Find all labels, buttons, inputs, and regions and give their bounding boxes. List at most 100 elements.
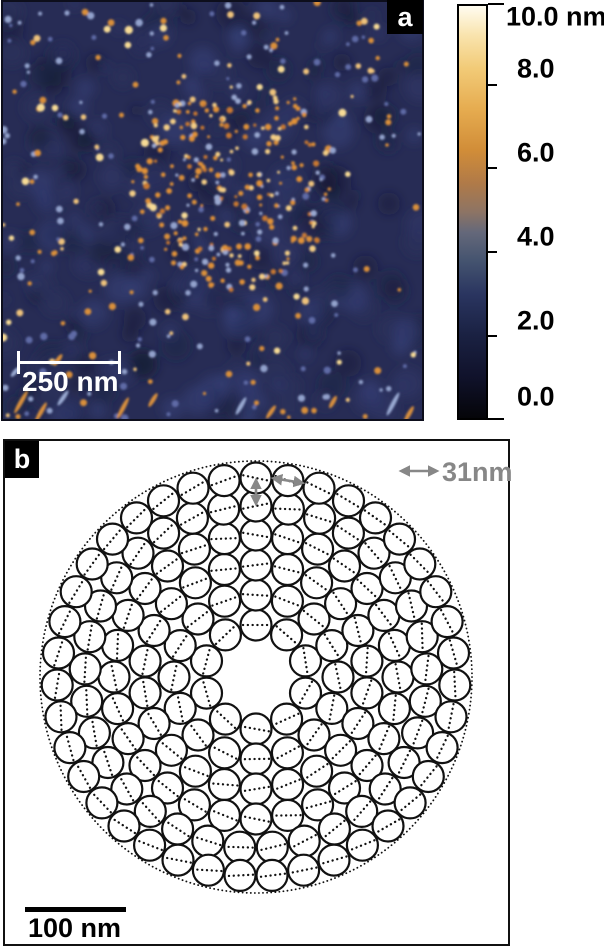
particle-circle bbox=[207, 463, 241, 498]
particle-circle bbox=[317, 843, 351, 877]
particle-circle bbox=[270, 584, 304, 618]
particle-circle bbox=[181, 718, 215, 752]
particle-orientation-line bbox=[210, 536, 239, 541]
particle-orientation-line bbox=[241, 593, 271, 597]
particle-orientation-line bbox=[273, 565, 302, 574]
particle-orientation-line bbox=[420, 687, 430, 716]
particle-circle bbox=[178, 754, 212, 788]
particle-circle bbox=[394, 589, 429, 623]
particle-orientation-line bbox=[211, 745, 238, 760]
colorbar-label-10: 10.0 nm bbox=[506, 1, 604, 32]
particle-orientation-line bbox=[426, 580, 445, 604]
particle-circle bbox=[410, 652, 444, 686]
particle-orientation-line bbox=[305, 513, 334, 524]
particle-circle bbox=[111, 722, 145, 756]
particle-circle bbox=[377, 628, 411, 662]
particle-orientation-line bbox=[394, 663, 402, 691]
particle-orientation-line bbox=[111, 695, 125, 722]
particle-circle bbox=[401, 716, 435, 750]
panel-a-scale-bar-left-tick bbox=[17, 351, 20, 374]
colorbar-tick-6 bbox=[488, 167, 497, 169]
particle-orientation-line bbox=[273, 712, 300, 726]
particle-orientation-line bbox=[202, 647, 212, 675]
particle-circle bbox=[107, 809, 141, 843]
particle-orientation-line bbox=[140, 800, 161, 823]
colorbar-label-4: 4.0 bbox=[517, 221, 555, 252]
particle-circle bbox=[110, 772, 144, 806]
colorbar-label-0: 0.0 bbox=[517, 381, 555, 412]
particle-size-legend: 31nm bbox=[442, 457, 513, 487]
particle-orientation-line bbox=[242, 531, 270, 539]
panel-a-scale-bar-label: 250 nm bbox=[22, 366, 119, 397]
particle-circle bbox=[297, 718, 331, 752]
particle-circle bbox=[53, 731, 87, 765]
particle-circle bbox=[150, 549, 185, 583]
particle-circle bbox=[67, 759, 101, 794]
particle-orientation-line bbox=[134, 754, 156, 777]
particle-circle bbox=[368, 772, 402, 806]
afm-streak bbox=[266, 405, 276, 419]
particle-orientation-line bbox=[182, 577, 209, 589]
panel-b-label: b bbox=[13, 444, 31, 474]
particle-orientation-line bbox=[242, 474, 270, 482]
particle-orientation-line bbox=[111, 817, 137, 835]
particle-orientation-line bbox=[119, 776, 135, 802]
particle-orientation-line bbox=[447, 702, 455, 731]
particle-circle bbox=[408, 684, 442, 718]
particle-orientation-line bbox=[397, 749, 412, 776]
colorbar-label-8: 8.0 bbox=[517, 53, 555, 84]
particle-orientation-line bbox=[304, 542, 331, 557]
particle-orientation-line bbox=[210, 567, 239, 572]
particle-orientation-line bbox=[388, 529, 411, 549]
particle-orientation-line bbox=[332, 591, 349, 616]
particle-circle bbox=[191, 853, 225, 887]
afm-streak bbox=[329, 395, 337, 409]
particle-circle bbox=[271, 767, 305, 802]
panel-a-label: a bbox=[397, 1, 413, 32]
particle-orientation-line bbox=[303, 800, 332, 810]
particle-orientation-line bbox=[291, 833, 317, 849]
afm-streak bbox=[386, 392, 400, 416]
particle-orientation-line bbox=[306, 481, 332, 496]
particle-orientation-line bbox=[356, 578, 378, 599]
particle-orientation-line bbox=[275, 625, 298, 645]
particle-orientation-line bbox=[274, 595, 301, 608]
particle-orientation-line bbox=[407, 592, 416, 620]
afm-streak bbox=[57, 390, 69, 406]
cluster-boundary-circle bbox=[39, 460, 473, 894]
particle-orientation-line bbox=[330, 740, 352, 761]
colorbar-tick-4 bbox=[488, 251, 497, 253]
particle-circle bbox=[191, 824, 225, 858]
particle-circle bbox=[95, 522, 130, 556]
particle-orientation-line bbox=[257, 872, 287, 879]
particle-orientation-line bbox=[352, 800, 372, 823]
particle-orientation-line bbox=[320, 855, 348, 865]
particle-orientation-line bbox=[375, 818, 401, 834]
particle-circle bbox=[315, 691, 349, 725]
particle-circle bbox=[287, 824, 321, 858]
particle-circle bbox=[48, 605, 82, 639]
particle-circle bbox=[137, 706, 171, 741]
particle-orientation-line bbox=[274, 507, 303, 511]
colorbar-tick-0 bbox=[488, 418, 504, 420]
particle-orientation-line bbox=[209, 504, 238, 514]
particle-orientation-line bbox=[336, 492, 361, 509]
particle-orientation-line bbox=[110, 564, 124, 591]
particle-orientation-line bbox=[182, 797, 207, 813]
particle-orientation-line bbox=[102, 749, 114, 776]
particle-orientation-line bbox=[95, 592, 106, 620]
particle-circle bbox=[371, 809, 405, 843]
particle-circle bbox=[239, 548, 273, 582]
particle-orientation-line bbox=[141, 647, 149, 675]
particle-orientation-line bbox=[170, 663, 178, 691]
particle-circle bbox=[239, 772, 273, 806]
particle-circle bbox=[345, 828, 379, 862]
particle-orientation-line bbox=[411, 719, 424, 747]
particle-orientation-line bbox=[241, 562, 271, 568]
particle-orientation-line bbox=[364, 542, 384, 565]
particle-orientation-line bbox=[225, 845, 254, 849]
colorbar-tick-2 bbox=[488, 335, 497, 337]
particle-circle bbox=[100, 692, 135, 726]
particle-circle bbox=[301, 788, 335, 822]
particle-circle bbox=[393, 786, 427, 820]
